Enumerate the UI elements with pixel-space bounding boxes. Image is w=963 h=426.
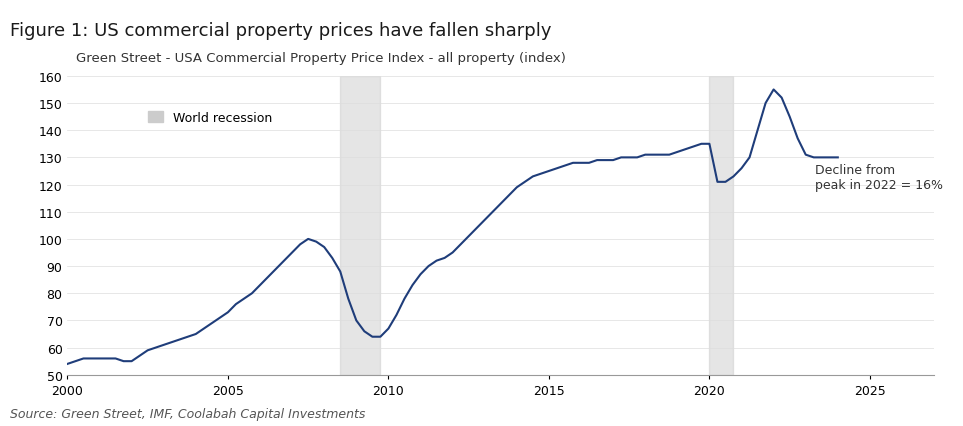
Bar: [710, 77, 734, 375]
Text: Decline from
peak in 2022 = 16%: Decline from peak in 2022 = 16%: [816, 164, 944, 191]
Bar: [340, 77, 380, 375]
Legend: World recession: World recession: [143, 107, 277, 130]
Text: Green Street - USA Commercial Property Price Index - all property (index): Green Street - USA Commercial Property P…: [76, 52, 566, 65]
Text: Source: Green Street, IMF, Coolabah Capital Investments: Source: Green Street, IMF, Coolabah Capi…: [10, 408, 365, 420]
Text: Figure 1: US commercial property prices have fallen sharply: Figure 1: US commercial property prices …: [10, 22, 551, 40]
